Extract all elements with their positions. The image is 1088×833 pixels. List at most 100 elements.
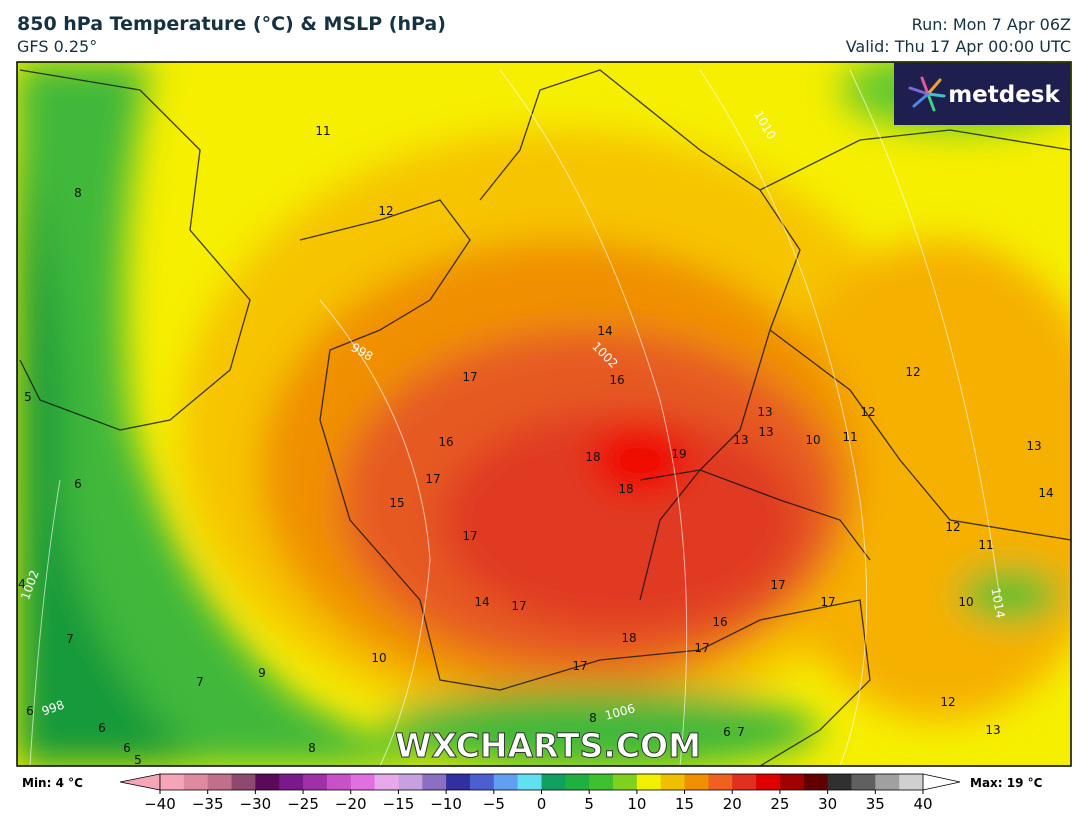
colorbar-segment: [541, 774, 566, 790]
temperature-label: 5: [24, 390, 32, 404]
temperature-label: 13: [1026, 439, 1041, 453]
colorbar-tick-label: −25: [287, 795, 319, 813]
temperature-label: 8: [308, 741, 316, 755]
colorbar-segment: [827, 774, 852, 790]
colorbar-segment: [493, 774, 519, 790]
temperature-label: 4: [18, 577, 26, 591]
temperature-label: 12: [860, 405, 875, 419]
colorbar-end: [119, 773, 161, 791]
colorbar-segment: [446, 774, 471, 790]
colorbar-segment: [183, 774, 209, 790]
temperature-label: 8: [74, 186, 82, 200]
colorbar-tick-label: 15: [675, 795, 694, 813]
model: GFS 0.25°: [17, 37, 98, 56]
temperature-label: 17: [694, 641, 709, 655]
temperature-label: 12: [940, 695, 955, 709]
temperature-label: 7: [66, 632, 74, 646]
temperature-label: 18: [585, 450, 600, 464]
temperature-label: 6: [123, 741, 131, 755]
temperature-label: 12: [905, 365, 920, 379]
colorbar-end: [922, 773, 961, 791]
colorbar-tick-label: −15: [383, 795, 415, 813]
colorbar-segment: [255, 774, 280, 790]
temperature-label: 17: [770, 578, 785, 592]
temperature-label: 13: [757, 405, 772, 419]
temperature-label: 6: [98, 721, 106, 735]
watermark: WXCHARTS.COM: [395, 726, 701, 765]
colorbar-segment: [469, 774, 495, 790]
temperature-label: 11: [978, 538, 993, 552]
temperature-label: 8: [589, 711, 597, 725]
temperature-label: 6: [74, 477, 82, 491]
colorbar-segment: [326, 774, 352, 790]
colorbar-segment: [613, 774, 638, 790]
colorbar-segment: [350, 774, 376, 790]
colorbar-segment: [732, 774, 757, 790]
temperature-label: 12: [945, 520, 960, 534]
colorbar-segment: [565, 774, 590, 790]
colorbar-tick-label: 0: [537, 795, 547, 813]
colorbar-segment: [231, 774, 256, 790]
temperature-label: 14: [474, 595, 489, 609]
temperature-label: 16: [609, 373, 624, 387]
colorbar-segment: [589, 774, 614, 790]
temperature-label: 7: [737, 725, 745, 739]
colorbar-segment: [875, 774, 900, 790]
colorbar-segment: [756, 774, 781, 790]
colorbar-segment: [684, 774, 709, 790]
temperature-label: 6: [723, 725, 731, 739]
temperature-label: 13: [733, 433, 748, 447]
temperature-label: 17: [511, 599, 526, 613]
colorbar-tick-label: −20: [335, 795, 367, 813]
colorbar-tick-label: 5: [584, 795, 594, 813]
temperature-label: 17: [425, 472, 440, 486]
colorbar-segment: [398, 774, 423, 790]
logo-text: metdesk: [948, 82, 1060, 108]
temperature-label: 18: [621, 631, 636, 645]
colorbar-tick-label: −40: [144, 795, 176, 813]
temperature-label: 19: [671, 447, 686, 461]
colorbar: −40 −35 −30 −25 −20 −15 −10 −5 0 5 10 15 20 25 30 35 40 M…: [22, 773, 1043, 813]
colorbar-segment: [279, 774, 304, 790]
temperature-label: 7: [196, 675, 204, 689]
temperature-label: 16: [712, 615, 727, 629]
temperature-label: 14: [597, 324, 612, 338]
colorbar-segment: [636, 774, 662, 790]
temperature-label: 6: [26, 704, 34, 718]
colorbar-tick-label: −10: [430, 795, 462, 813]
colorbar-segment: [851, 774, 876, 790]
temperature-label: 12: [378, 204, 393, 218]
temperature-label: 17: [462, 370, 477, 384]
title: 850 hPa Temperature (°C) & MSLP (hPa): [17, 13, 446, 35]
pressure-label: 1014: [988, 587, 1007, 620]
temperature-label: 14: [1038, 486, 1053, 500]
colorbar-tick-label: 35: [866, 795, 885, 813]
colorbar-tick-label: 30: [818, 795, 837, 813]
colorbar-segment: [708, 774, 733, 790]
colorbar-tick-label: 10: [627, 795, 646, 813]
run: Run: Mon 7 Apr 06Z: [911, 15, 1071, 34]
colorbar-segment: [803, 774, 829, 790]
temperature-label: 18: [618, 482, 633, 496]
valid: Valid: Thu 17 Apr 00:00 UTC: [845, 37, 1071, 56]
colorbar-tick-label: −5: [483, 795, 505, 813]
temperature-label: 9: [258, 666, 266, 680]
colorbar-segment: [779, 774, 805, 790]
temperature-label: 11: [315, 124, 330, 138]
colorbar-segment: [899, 774, 924, 790]
temperature-label: 13: [758, 425, 773, 439]
colorbar-tick-label: −35: [192, 795, 224, 813]
colorbar-tick-label: 25: [770, 795, 789, 813]
temperature-label: 15: [389, 496, 404, 510]
map-frame: [16, 61, 1072, 767]
colorbar-segment: [374, 774, 399, 790]
temperature-label: 17: [462, 529, 477, 543]
colorbar-segment: [207, 774, 233, 790]
temperature-label: 11: [842, 430, 857, 444]
temperature-label: 16: [438, 435, 453, 449]
map-field: [17, 62, 1071, 766]
colorbar-segment: [303, 774, 328, 790]
temperature-label: 17: [820, 595, 835, 609]
